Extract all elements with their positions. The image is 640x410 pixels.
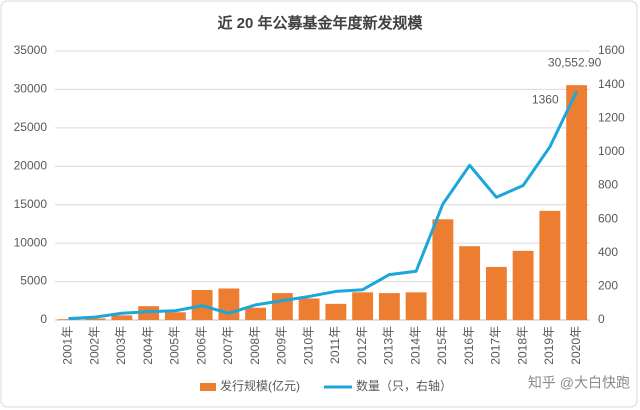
bar (218, 288, 240, 320)
bar (298, 298, 320, 320)
x-tick-label: 2014年 (408, 326, 422, 365)
x-tick-label: 2013年 (382, 326, 396, 365)
bar (57, 319, 79, 320)
bar (485, 266, 507, 320)
x-tick-label: 2012年 (355, 326, 369, 365)
bar (245, 307, 267, 320)
y2-tick-label: 0 (598, 312, 605, 326)
y-tick-label: 25000 (14, 120, 48, 134)
x-tick-label: 2018年 (515, 326, 529, 365)
y2-tick-label: 400 (598, 245, 618, 259)
bar (432, 219, 454, 320)
chart-title: 近 20 年公募基金年度新发规模 (217, 14, 423, 32)
watermark: 知乎 @大白快跑 (528, 375, 630, 391)
bar (512, 250, 534, 320)
x-tick-label: 2004年 (141, 326, 155, 365)
y2-tick-label: 1400 (598, 77, 625, 91)
x-tick-label: 2003年 (114, 326, 128, 365)
bar (325, 303, 347, 320)
x-tick-label: 2017年 (489, 326, 503, 365)
legend-swatch (200, 383, 216, 391)
y-tick-label: 30000 (14, 82, 48, 96)
bar (271, 293, 293, 320)
x-tick-label: 2002年 (87, 326, 101, 365)
y-tick-label: 15000 (14, 197, 48, 211)
x-tick-label: 2015年 (435, 326, 449, 365)
y2-tick-label: 200 (598, 279, 618, 293)
y2-tick-label: 600 (598, 211, 618, 225)
y-tick-label: 35000 (14, 43, 48, 57)
y-tick-label: 0 (40, 312, 47, 326)
x-tick-label: 2005年 (168, 326, 182, 365)
y-tick-label: 10000 (14, 235, 48, 249)
bar (378, 293, 400, 320)
legend-label: 发行规模(亿元) (220, 378, 300, 393)
legend-label: 数量（只，右轴） (356, 378, 452, 393)
data-label: 30,552.90 (548, 55, 602, 69)
x-tick-label: 2010年 (301, 326, 315, 365)
y-tick-label: 5000 (20, 274, 47, 288)
x-tick-label: 2009年 (275, 326, 289, 365)
y-tick-label: 20000 (14, 158, 48, 172)
x-tick-label: 2006年 (194, 326, 208, 365)
bar (352, 292, 374, 320)
x-tick-label: 2011年 (328, 326, 342, 364)
data-label: 1360 (532, 93, 559, 107)
x-tick-label: 2019年 (542, 326, 556, 365)
line (68, 90, 578, 321)
y2-tick-label: 800 (598, 178, 618, 192)
x-tick-label: 2020年 (569, 326, 583, 365)
x-tick-label: 2001年 (61, 326, 75, 365)
bar (111, 315, 133, 320)
bar (459, 246, 481, 320)
bar (539, 210, 561, 320)
y2-tick-label: 1000 (598, 144, 625, 158)
bar (566, 85, 588, 320)
bar (405, 292, 427, 320)
x-tick-label: 2007年 (221, 326, 235, 365)
x-tick-label: 2016年 (462, 326, 476, 365)
y2-tick-label: 1600 (598, 43, 625, 57)
x-tick-label: 2008年 (248, 326, 262, 365)
bar (84, 318, 106, 320)
bar (164, 312, 186, 320)
y2-tick-label: 1200 (598, 110, 625, 124)
